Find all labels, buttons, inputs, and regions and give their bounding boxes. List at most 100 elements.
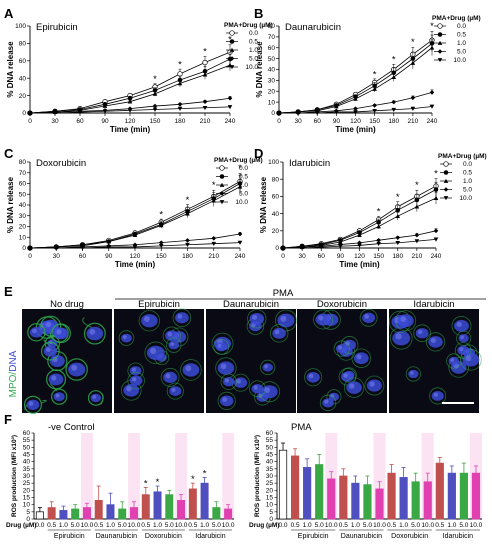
bar bbox=[188, 488, 197, 520]
y-tick-label: 0 bbox=[22, 245, 26, 252]
condition-label: Doxorubicin bbox=[317, 299, 367, 310]
x-tick-label: 210 bbox=[208, 253, 219, 260]
y-tick-label: 20 bbox=[268, 88, 276, 95]
x-tick-label: 120 bbox=[354, 253, 365, 260]
series-line bbox=[29, 51, 231, 114]
bar bbox=[278, 449, 288, 520]
x-tick-label: 0 bbox=[281, 253, 285, 260]
group-label: Epirubicin bbox=[298, 533, 329, 540]
mpo-signal bbox=[446, 353, 462, 369]
legend-marker bbox=[443, 170, 449, 175]
legend-marker bbox=[229, 47, 235, 52]
nucleus bbox=[219, 395, 234, 407]
legend-marker bbox=[219, 174, 225, 179]
nucleus bbox=[26, 399, 40, 410]
chart-title: Idarubicin bbox=[289, 158, 330, 169]
x-tick-label: 180 bbox=[392, 253, 403, 260]
data-point bbox=[237, 184, 243, 189]
data-point bbox=[27, 111, 33, 116]
x-tick-label: 180 bbox=[388, 118, 399, 125]
concentration-label: 5.0 bbox=[71, 522, 80, 529]
legend-label: 1.0 bbox=[463, 178, 472, 185]
y-tick-label: 80 bbox=[19, 159, 27, 166]
data-point bbox=[106, 239, 112, 244]
data-point bbox=[410, 60, 416, 65]
mpo-signal bbox=[351, 348, 372, 368]
nucleus bbox=[397, 314, 414, 328]
nucleus bbox=[249, 312, 265, 325]
significance-star: * bbox=[411, 37, 415, 48]
nucleus bbox=[392, 331, 411, 346]
nucleus-highlight bbox=[217, 343, 222, 348]
series-line bbox=[282, 185, 437, 249]
legend-label: 5.0 bbox=[463, 187, 472, 194]
mpo-signal bbox=[27, 323, 46, 342]
y-tick-label: 50 bbox=[266, 444, 274, 451]
x-tick-label: 120 bbox=[350, 118, 361, 125]
nucleus-highlight bbox=[400, 316, 407, 322]
concentration-label: 1.0 bbox=[153, 522, 162, 529]
significance-star: * bbox=[156, 477, 160, 488]
concentration-label: 5.0 bbox=[118, 522, 127, 529]
concentration-label: 1.0 bbox=[351, 522, 360, 529]
y-tick-label: 30 bbox=[268, 78, 276, 85]
concentration-label: 5.0 bbox=[165, 522, 174, 529]
nucleus-highlight bbox=[45, 321, 52, 328]
legend-label: 10.0 bbox=[245, 64, 258, 71]
series-line bbox=[29, 183, 241, 249]
data-point bbox=[177, 106, 183, 111]
legend-marker bbox=[229, 30, 235, 36]
y-tick-label: 15 bbox=[23, 495, 31, 502]
concentration-label: 5.0 bbox=[315, 522, 324, 529]
mpo-signal bbox=[326, 389, 342, 405]
x-tick-label: 150 bbox=[156, 253, 167, 260]
series-0.0 bbox=[27, 44, 233, 116]
data-point bbox=[357, 232, 362, 237]
bar bbox=[411, 481, 420, 520]
data-point bbox=[334, 110, 339, 115]
x-tick-label: 150 bbox=[373, 253, 384, 260]
data-point bbox=[433, 195, 439, 200]
data-point bbox=[372, 103, 377, 108]
data-point bbox=[77, 110, 83, 115]
series-10.0 bbox=[276, 104, 435, 116]
concentration-label: 1.0 bbox=[447, 522, 456, 529]
y-tick-label: 30 bbox=[266, 473, 274, 480]
concentration-label: 10.0 bbox=[128, 522, 141, 529]
nucleus-highlight bbox=[165, 373, 171, 379]
significance-star: * bbox=[212, 180, 216, 191]
bar bbox=[59, 510, 68, 520]
legend-label: 0.5 bbox=[239, 174, 248, 181]
bar bbox=[106, 504, 115, 520]
concentration-label: 0.5 bbox=[141, 522, 150, 529]
condition-label: No drug bbox=[50, 299, 84, 310]
nucleus-highlight bbox=[32, 328, 37, 334]
nucleus-highlight bbox=[55, 393, 60, 398]
nucleus-highlight bbox=[170, 342, 175, 346]
nucleus-highlight bbox=[349, 383, 355, 389]
nucleus-highlight bbox=[343, 373, 348, 378]
x-tick-label: 210 bbox=[200, 118, 211, 125]
x-tick-label: 150 bbox=[150, 118, 161, 125]
mpo-signal bbox=[249, 380, 266, 398]
data-point bbox=[211, 236, 217, 241]
nucleus bbox=[68, 362, 86, 377]
data-point bbox=[177, 71, 183, 77]
bar bbox=[82, 507, 91, 520]
series-0.5 bbox=[27, 52, 233, 116]
nucleus-highlight bbox=[177, 314, 183, 319]
concentration-label: 1.0 bbox=[59, 522, 68, 529]
nucleus-highlight bbox=[338, 345, 342, 350]
data-point bbox=[127, 99, 133, 104]
bar bbox=[471, 472, 481, 520]
series-10.0 bbox=[27, 105, 233, 116]
y-tick-label: 40 bbox=[268, 67, 276, 74]
y-tick-label: 5 bbox=[269, 509, 273, 516]
concentration-label: 10.0 bbox=[373, 522, 386, 529]
mpo-signal bbox=[454, 342, 472, 359]
data-point bbox=[158, 240, 164, 245]
nucleus-highlight bbox=[185, 365, 192, 372]
group-label: Idarubicin bbox=[195, 533, 225, 540]
data-point bbox=[357, 243, 362, 248]
y-tick-label: 10 bbox=[23, 502, 31, 509]
